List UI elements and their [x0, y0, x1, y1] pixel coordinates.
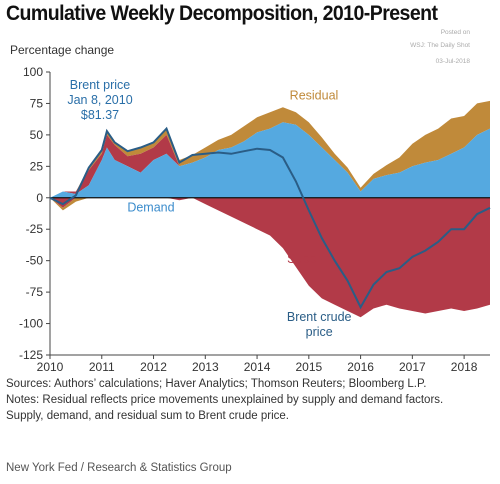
posted-stamp-line: Posted on — [440, 29, 470, 36]
supply-label: Supply — [287, 252, 326, 266]
x-tick-label: 2017 — [399, 360, 426, 374]
x-tick-label: 2013 — [192, 360, 219, 374]
x-tick-label: 2014 — [244, 360, 271, 374]
posted-stamp-line: WSJ: The Daily Shot — [410, 42, 470, 49]
y-tick-label: -75 — [26, 285, 44, 299]
y-tick-label: -50 — [26, 254, 44, 268]
brent-start-annotation-line: Jan 8, 2010 — [67, 93, 132, 107]
y-tick-label: -25 — [26, 222, 44, 236]
brent-crude-label-line: price — [306, 325, 333, 339]
x-tick-label: 2011 — [89, 360, 115, 374]
brent-price-line — [49, 126, 491, 310]
posted-stamp-line: 03-Jul-2018 — [435, 58, 470, 65]
brent-crude-label-line: Brent crude — [287, 310, 352, 324]
y-tick-label: 0 — [36, 191, 43, 205]
supply-area-positive — [50, 122, 490, 198]
chart-title: Cumulative Weekly Decomposition, 2010-Pr… — [6, 2, 438, 25]
x-tick-label: 2012 — [140, 360, 167, 374]
residual-area — [50, 100, 490, 198]
x-tick-label: 2018 — [451, 360, 478, 374]
y-tick-label: 100 — [23, 65, 43, 79]
y-tick-label: 75 — [30, 96, 44, 110]
footer-credit: New York Fed / Research & Statistics Gro… — [6, 462, 232, 474]
sources-text: Sources: Authors’ calculations; Haver An… — [6, 378, 427, 390]
x-tick-label: 2016 — [347, 360, 374, 374]
y-axis-label: Percentage change — [10, 43, 114, 57]
demand-label: Demand — [127, 201, 174, 215]
supply-area — [50, 197, 490, 318]
chart-area: Percentage change 100 75 50 25 0 -25 -50 -75 -10… — [10, 43, 491, 374]
x-tick-label: 2015 — [295, 360, 322, 374]
y-tick-label: 25 — [30, 159, 44, 173]
plot-area — [49, 72, 491, 356]
y-tick-label: -100 — [19, 317, 43, 331]
brent-crude-label: Brent crude price — [287, 310, 352, 339]
y-tick-label: -125 — [19, 348, 43, 362]
chart-notes: Sources: Authors’ calculations; Haver An… — [6, 376, 496, 424]
brent-start-annotation-line: $81.37 — [81, 108, 119, 122]
demand-area — [50, 122, 490, 198]
x-tick-label: 2010 — [37, 360, 64, 374]
y-tick-label: 50 — [30, 128, 44, 142]
residual-label: Residual — [290, 89, 339, 103]
chart-annotations: Brent price Jan 8, 2010 $81.37 Residual Dema… — [67, 78, 351, 339]
brent-start-annotation: Brent price Jan 8, 2010 $81.37 — [67, 78, 132, 122]
notes-line-1: Notes: Residual reflects price movements… — [6, 394, 444, 406]
notes-line-2: Supply, demand, and residual sum to Bren… — [6, 410, 289, 422]
brent-start-annotation-line: Brent price — [70, 78, 130, 92]
